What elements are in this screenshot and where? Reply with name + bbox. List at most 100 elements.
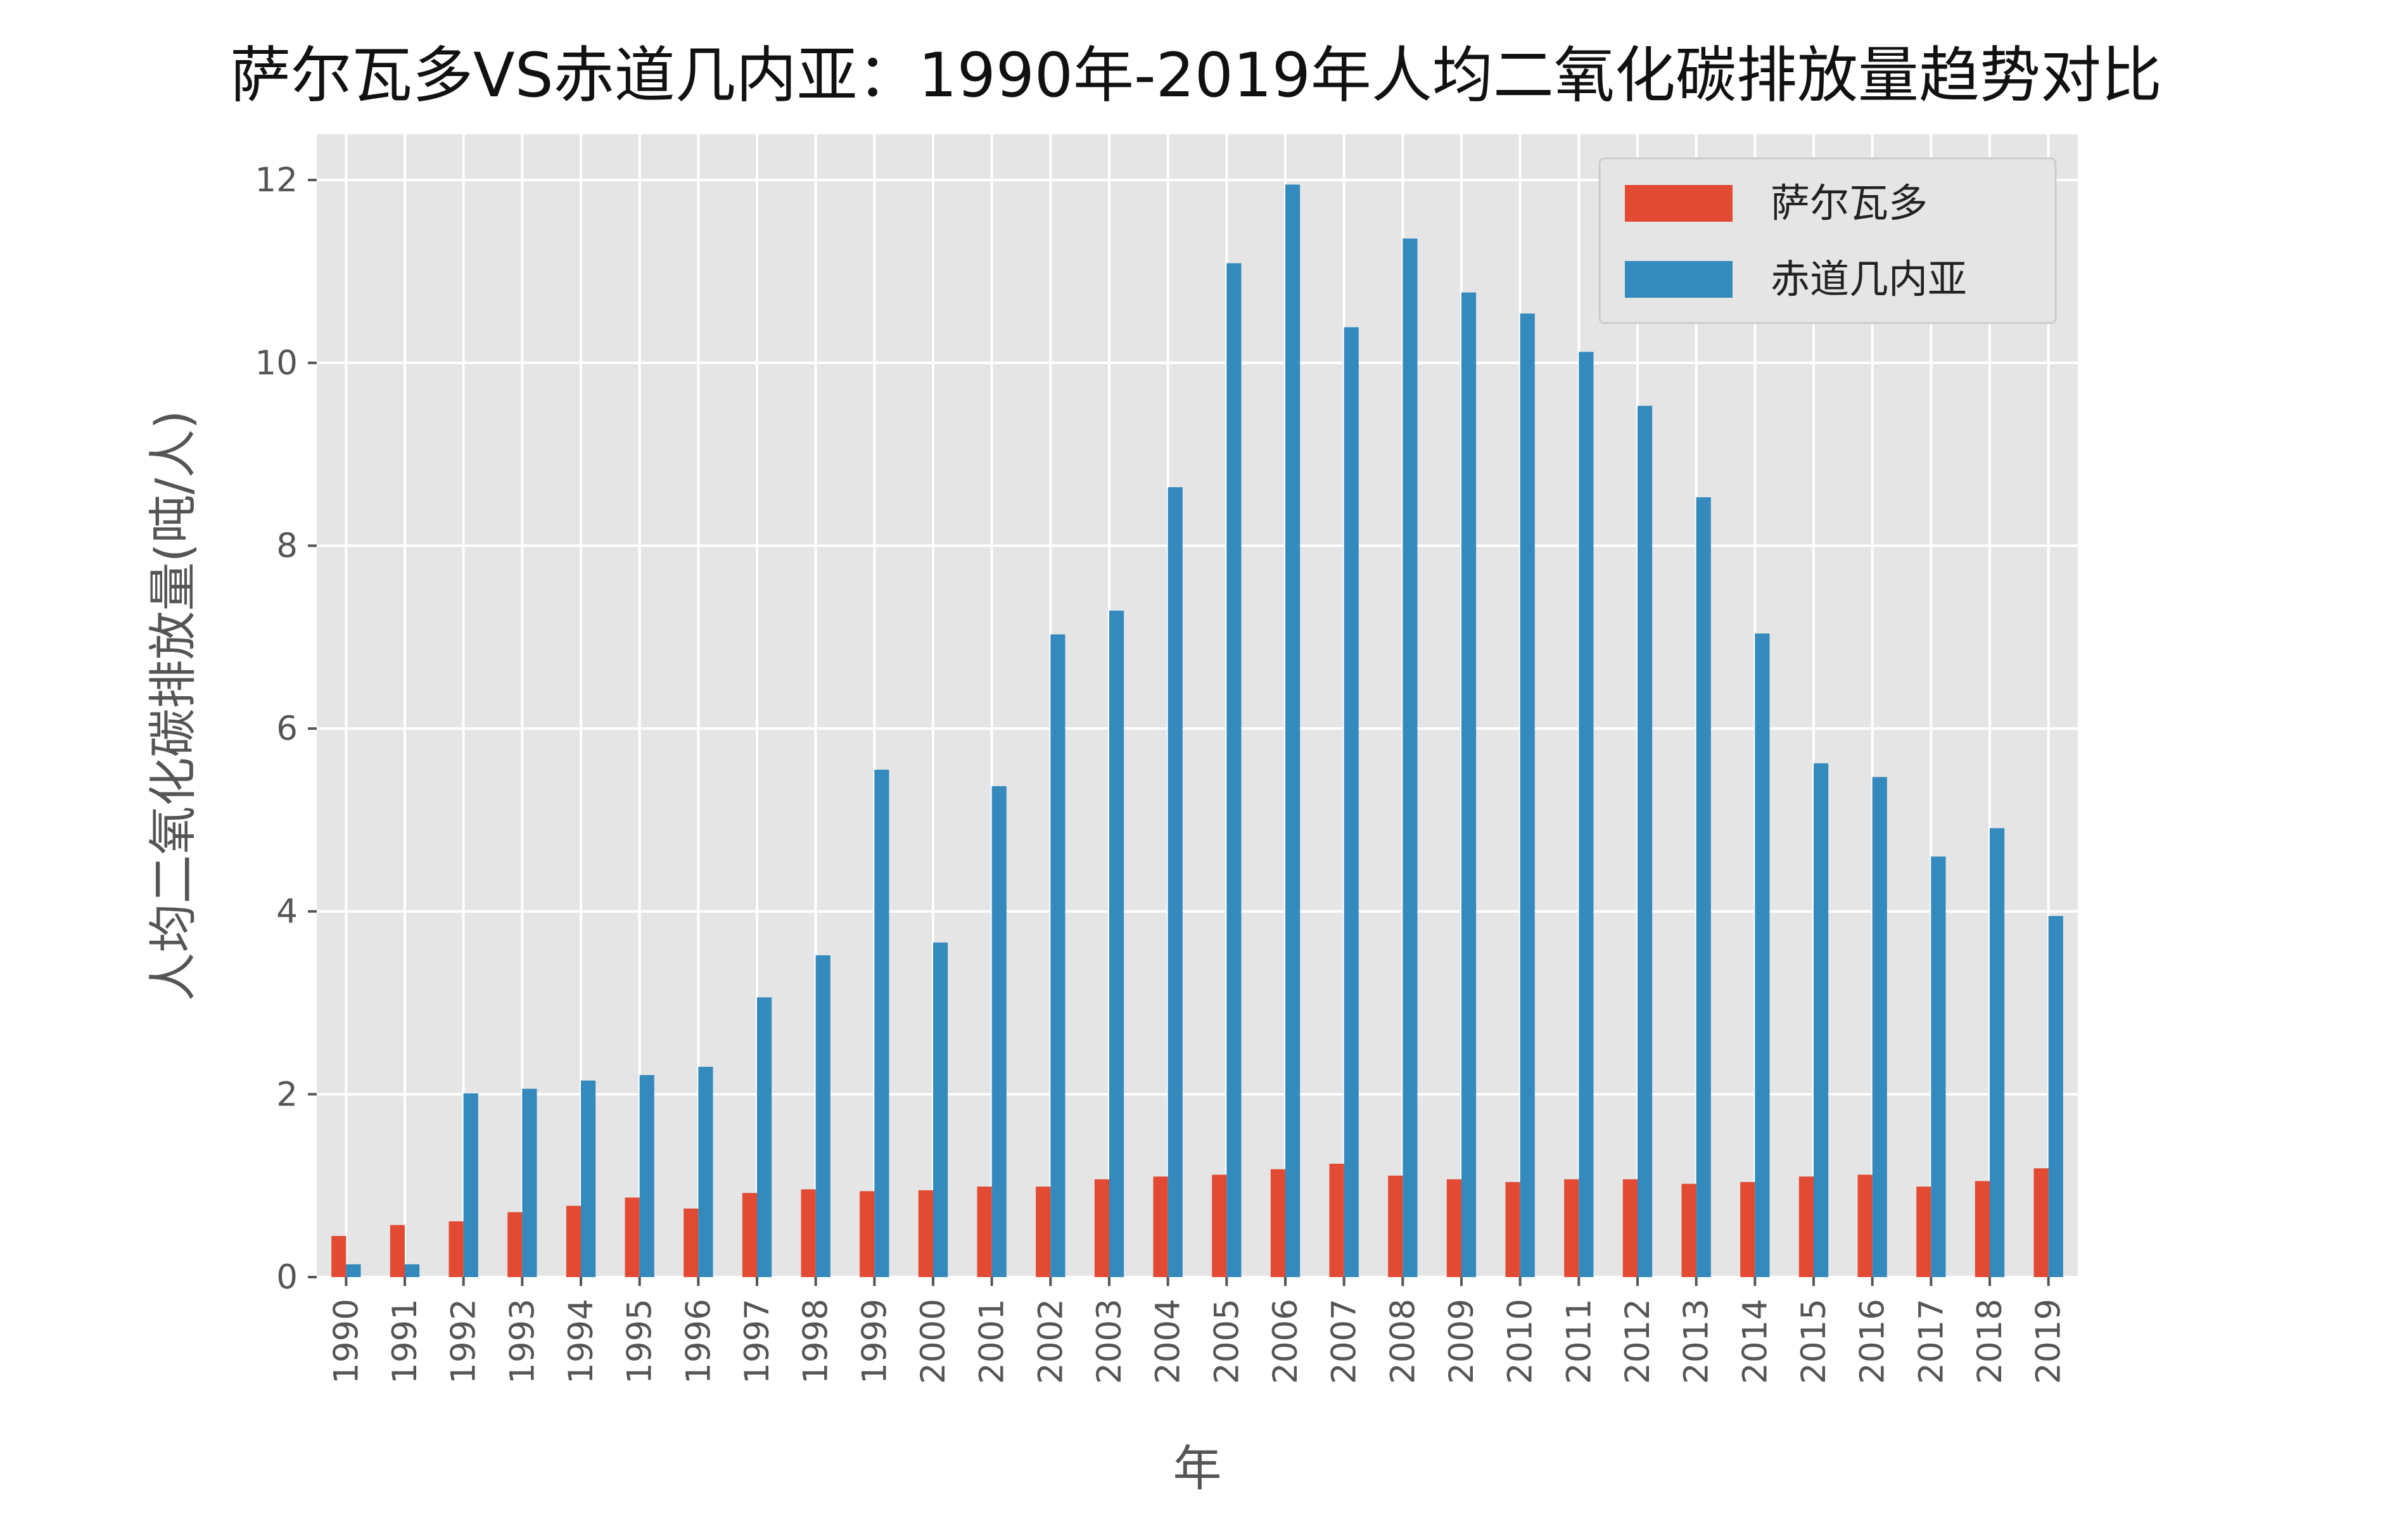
x-tick-label: 2009 xyxy=(1442,1299,1481,1384)
bar-el-salvador-2012 xyxy=(1622,1179,1638,1277)
bar-el-salvador-2010 xyxy=(1505,1181,1520,1277)
bar-equatorial-guinea-1991 xyxy=(405,1264,420,1277)
bar-equatorial-guinea-2005 xyxy=(1226,263,1242,1277)
x-tick-label: 1993 xyxy=(503,1299,542,1384)
bar-equatorial-guinea-1998 xyxy=(815,955,830,1277)
bar-equatorial-guinea-1999 xyxy=(874,770,889,1277)
y-tick-label: 6 xyxy=(276,710,298,748)
bar-el-salvador-2002 xyxy=(1036,1187,1051,1277)
y-axis-label: 人均二氧化碳排放量(吨/人) xyxy=(146,410,202,1001)
bar-el-salvador-2006 xyxy=(1270,1169,1285,1277)
bar-equatorial-guinea-2007 xyxy=(1344,327,1359,1278)
x-tick-label: 1997 xyxy=(738,1299,777,1384)
bar-equatorial-guinea-2013 xyxy=(1696,497,1711,1277)
bar-el-salvador-1992 xyxy=(448,1221,464,1277)
bar-equatorial-guinea-2009 xyxy=(1461,292,1477,1278)
bar-el-salvador-2015 xyxy=(1798,1176,1814,1277)
bar-equatorial-guinea-1995 xyxy=(639,1075,654,1277)
y-tick-label: 8 xyxy=(276,526,298,565)
legend-label-el-salvador: 萨尔瓦多 xyxy=(1771,180,1928,226)
bar-el-salvador-2013 xyxy=(1681,1183,1696,1277)
bar-el-salvador-2001 xyxy=(977,1187,992,1277)
x-tick-label: 2001 xyxy=(973,1299,1012,1384)
plot-background xyxy=(317,134,2078,1277)
bar-el-salvador-2011 xyxy=(1564,1179,1579,1277)
x-tick-label: 2013 xyxy=(1677,1299,1716,1384)
y-tick-label: 10 xyxy=(255,344,298,383)
bar-el-salvador-1998 xyxy=(801,1189,816,1277)
bar-equatorial-guinea-2010 xyxy=(1520,313,1535,1277)
bar-el-salvador-1994 xyxy=(566,1206,581,1277)
x-tick-label: 2012 xyxy=(1619,1299,1657,1384)
x-tick-label: 2000 xyxy=(914,1299,953,1384)
bar-el-salvador-2008 xyxy=(1388,1175,1403,1277)
bar-equatorial-guinea-1994 xyxy=(581,1080,596,1277)
bar-equatorial-guinea-1993 xyxy=(522,1088,537,1277)
x-tick-label: 2003 xyxy=(1090,1299,1129,1384)
bar-equatorial-guinea-1990 xyxy=(346,1264,361,1277)
bar-equatorial-guinea-2015 xyxy=(1814,763,1829,1277)
x-axis-label: 年 xyxy=(1173,1441,1222,1498)
x-tick-label: 1992 xyxy=(445,1299,483,1384)
bar-equatorial-guinea-2000 xyxy=(933,942,948,1277)
bar-equatorial-guinea-2014 xyxy=(1755,633,1770,1277)
bar-el-salvador-2004 xyxy=(1153,1176,1168,1277)
bar-equatorial-guinea-2018 xyxy=(1990,828,2005,1277)
legend-swatch-el-salvador xyxy=(1625,185,1733,222)
legend-label-equatorial-guinea: 赤道几内亚 xyxy=(1771,256,1967,302)
bar-equatorial-guinea-1997 xyxy=(757,997,772,1277)
bar-el-salvador-2014 xyxy=(1740,1181,1755,1277)
x-tick-label: 1999 xyxy=(855,1299,894,1384)
bar-marks xyxy=(331,184,2063,1278)
x-tick-label: 2007 xyxy=(1325,1299,1364,1384)
x-tick-label: 2016 xyxy=(1854,1299,1892,1384)
bar-el-salvador-1990 xyxy=(331,1236,347,1277)
x-tick-label: 2011 xyxy=(1560,1299,1598,1384)
y-tick-label: 2 xyxy=(276,1075,298,1114)
x-axis-ticks: 1990 1991 1992 1993 1994 1995 1996 1997 1998 1999… xyxy=(327,1277,2068,1384)
bar-el-salvador-2003 xyxy=(1094,1179,1109,1277)
bar-equatorial-guinea-2012 xyxy=(1638,405,1653,1277)
bar-equatorial-guinea-2008 xyxy=(1403,238,1418,1278)
x-tick-label: 2019 xyxy=(2030,1299,2068,1384)
legend: 萨尔瓦多 赤道几内亚 xyxy=(1598,157,2057,324)
bar-equatorial-guinea-2017 xyxy=(1931,856,1946,1277)
bar-el-salvador-2017 xyxy=(1916,1187,1931,1277)
bar-el-salvador-2009 xyxy=(1446,1179,1461,1277)
bar-equatorial-guinea-2016 xyxy=(1872,777,1887,1277)
x-tick-label: 2015 xyxy=(1795,1299,1833,1384)
bar-equatorial-guinea-2002 xyxy=(1050,634,1066,1277)
x-tick-label: 2014 xyxy=(1736,1299,1774,1384)
bar-equatorial-guinea-2004 xyxy=(1167,487,1183,1277)
bar-el-salvador-2018 xyxy=(1975,1181,1990,1277)
bar-equatorial-guinea-2003 xyxy=(1109,610,1124,1277)
bar-equatorial-guinea-2001 xyxy=(991,786,1007,1277)
x-tick-label: 1994 xyxy=(562,1299,601,1384)
legend-swatch-equatorial-guinea xyxy=(1625,261,1733,298)
x-tick-label: 2005 xyxy=(1207,1299,1246,1384)
bar-el-salvador-2016 xyxy=(1857,1174,1873,1277)
bar-el-salvador-2007 xyxy=(1329,1164,1344,1277)
bar-el-salvador-1996 xyxy=(684,1208,699,1277)
x-tick-label: 2008 xyxy=(1384,1299,1422,1384)
bar-equatorial-guinea-1992 xyxy=(463,1093,478,1277)
x-tick-label: 2006 xyxy=(1266,1299,1305,1384)
bar-el-salvador-1991 xyxy=(390,1225,405,1277)
bar-el-salvador-1995 xyxy=(625,1197,640,1277)
bar-el-salvador-2000 xyxy=(918,1190,933,1277)
bar-equatorial-guinea-2011 xyxy=(1579,352,1594,1277)
bar-el-salvador-2005 xyxy=(1212,1174,1227,1277)
y-tick-label: 4 xyxy=(276,893,298,931)
x-tick-label: 1991 xyxy=(386,1299,424,1384)
bar-equatorial-guinea-2006 xyxy=(1285,184,1301,1278)
bar-el-salvador-1997 xyxy=(742,1193,757,1277)
x-tick-label: 1996 xyxy=(679,1299,718,1384)
x-tick-label: 2002 xyxy=(1031,1299,1070,1384)
x-tick-label: 2004 xyxy=(1149,1299,1188,1384)
bar-el-salvador-1999 xyxy=(860,1191,875,1277)
bar-el-salvador-1993 xyxy=(507,1212,523,1277)
chart-title: 萨尔瓦多VS赤道几内亚：1990年-2019年人均二氧化碳排放量趋势对比 xyxy=(230,40,2162,111)
x-tick-label: 1995 xyxy=(621,1299,659,1384)
x-tick-label: 1990 xyxy=(327,1299,366,1384)
